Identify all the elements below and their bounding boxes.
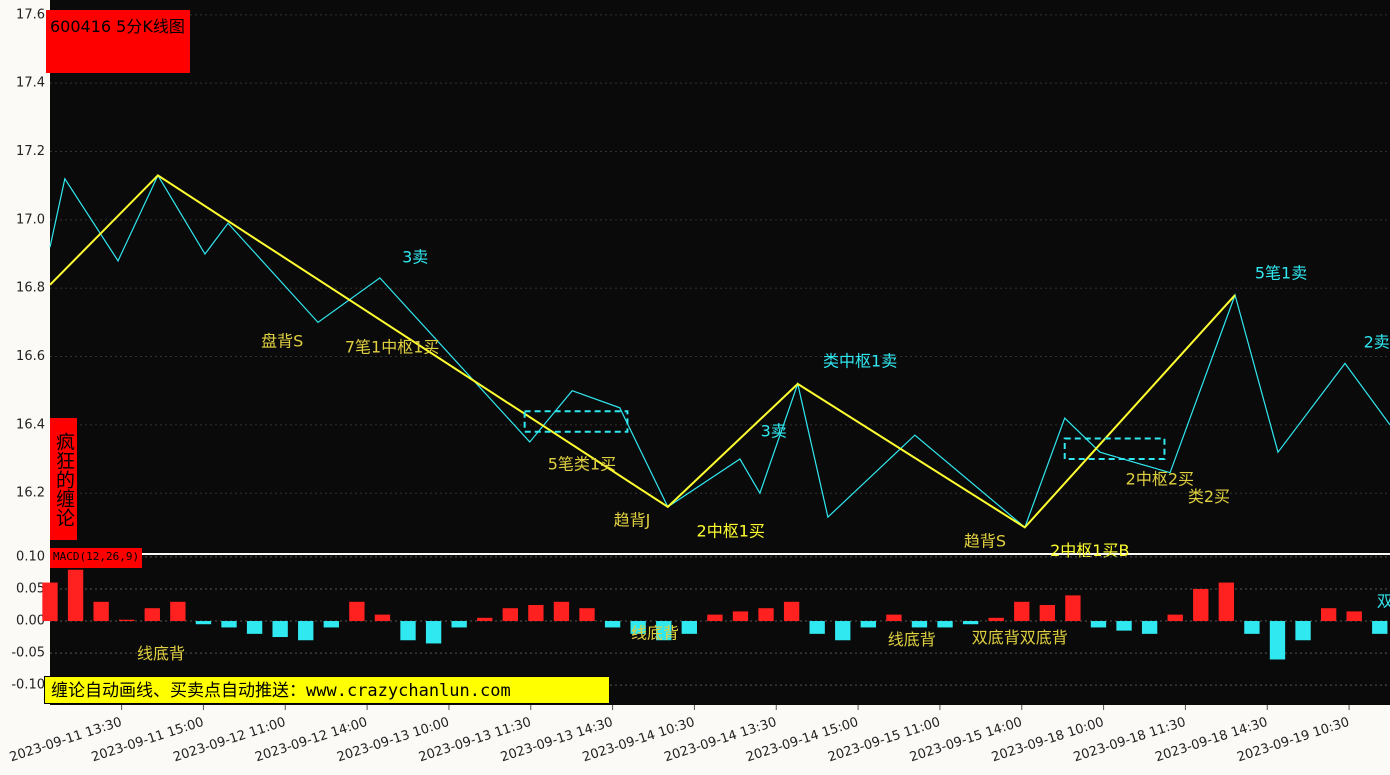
macd-bar: [528, 605, 544, 622]
macd-bar: [246, 621, 263, 634]
macd-bar: [1320, 608, 1337, 622]
y-tick-label: -0.05: [11, 646, 45, 661]
macd-bar: [886, 614, 902, 622]
macd-bar: [604, 621, 621, 628]
macd-bar: [425, 621, 442, 644]
macd-bar: [144, 608, 160, 622]
macd-bar: [374, 614, 391, 622]
macd-bar: [656, 621, 672, 641]
annotation: 线底背: [888, 630, 936, 649]
annotation: 2中枢2买: [1126, 470, 1194, 489]
annotation: 盘背S: [261, 332, 303, 351]
macd-bar: [67, 569, 84, 622]
macd-bar: [681, 621, 697, 634]
macd-bar: [860, 621, 876, 628]
y-tick-label: 0.05: [16, 581, 45, 596]
annotation: 5笔1卖: [1255, 263, 1307, 282]
macd-bar: [1065, 595, 1081, 622]
macd-bar: [1346, 611, 1362, 622]
macd-bar: [1295, 621, 1311, 641]
stroke-line: [49, 174, 1236, 529]
annotation: 2中枢1买: [697, 522, 765, 541]
annotation: 3卖: [402, 248, 428, 267]
macd-bar: [1014, 601, 1030, 622]
macd-bar: [1372, 621, 1388, 634]
macd-bar: [349, 601, 365, 622]
annotation: 趋背J: [614, 511, 651, 530]
banner: 缠论自动画线、买卖点自动推送：www.crazychanlun.com: [44, 676, 610, 704]
macd-bar: [579, 608, 595, 622]
annotation: 2中枢1买B: [1050, 541, 1129, 560]
macd-bar: [707, 614, 723, 622]
macd-bar: [553, 601, 570, 622]
y-tick-label: 17.6: [16, 7, 45, 22]
macd-bar: [937, 621, 953, 628]
macd-bar: [809, 621, 825, 634]
y-tick-label: -0.10: [11, 678, 45, 693]
macd-bar: [1244, 621, 1260, 634]
macd-title: MACD(12,26,9): [50, 548, 143, 568]
macd-bar: [195, 621, 212, 625]
macd-bar: [477, 617, 493, 622]
annotation: 3卖: [761, 422, 787, 441]
macd-bar: [119, 619, 135, 622]
macd-bar: [911, 621, 928, 628]
macd-bar: [1039, 605, 1055, 622]
macd-bar: [1193, 588, 1209, 622]
macd-bar: [1167, 614, 1183, 622]
y-tick-label: 16.2: [16, 486, 45, 501]
macd-bar: [42, 582, 58, 622]
y-tick-label: 17.0: [16, 212, 45, 227]
macd-bar: [93, 601, 109, 622]
annotation: 2卖: [1364, 332, 1390, 351]
y-tick-label: 16.4: [16, 417, 45, 432]
macd-bar: [298, 621, 314, 641]
y-tick-label: 16.8: [16, 281, 45, 296]
macd-bar: [783, 601, 800, 622]
annotation: 线底背: [631, 623, 679, 642]
annotation: 7笔1中枢1买: [345, 337, 440, 356]
macd-bar: [988, 617, 1004, 622]
macd-bar: [400, 621, 416, 641]
macd-bar: [221, 621, 237, 628]
macd-bar: [962, 621, 979, 625]
macd-bar: [758, 608, 774, 622]
y-tick-label: 0.10: [16, 549, 45, 564]
stroke-line: [49, 174, 1390, 529]
annotation: 趋背S: [964, 532, 1006, 551]
macd-bar: [272, 621, 288, 638]
pivot-box: [1063, 437, 1166, 461]
annotation: 5笔类1买: [548, 455, 616, 474]
y-tick-label: 17.4: [16, 76, 45, 91]
macd-bar: [1269, 621, 1286, 660]
macd-bar: [1090, 621, 1107, 628]
macd-bar: [630, 621, 646, 634]
annotation: 类中枢1卖: [823, 351, 897, 370]
macd-bar: [835, 621, 851, 641]
main-panel: [50, 0, 1390, 553]
macd-bar: [732, 611, 749, 622]
y-tick-label: 17.2: [16, 144, 45, 159]
annotation: 双底背双底背: [972, 628, 1068, 647]
annotation: 线底背: [137, 644, 185, 663]
macd-bar: [451, 621, 467, 628]
macd-bar: [1141, 621, 1158, 634]
macd-bar: [1218, 582, 1235, 622]
y-tick-label: 16.6: [16, 349, 45, 364]
pivot-box: [523, 410, 629, 433]
annotation: 类2买: [1188, 487, 1230, 506]
macd-bar: [1116, 621, 1132, 631]
macd-bar: [323, 621, 339, 628]
macd-bar: [170, 601, 186, 622]
y-tick-label: 0.00: [16, 614, 45, 629]
side-label: 疯狂的缠论: [50, 418, 77, 540]
macd-bar: [502, 608, 518, 622]
annotation: 双: [1377, 591, 1390, 610]
chart-title: 600416 5分K线图: [46, 10, 190, 73]
